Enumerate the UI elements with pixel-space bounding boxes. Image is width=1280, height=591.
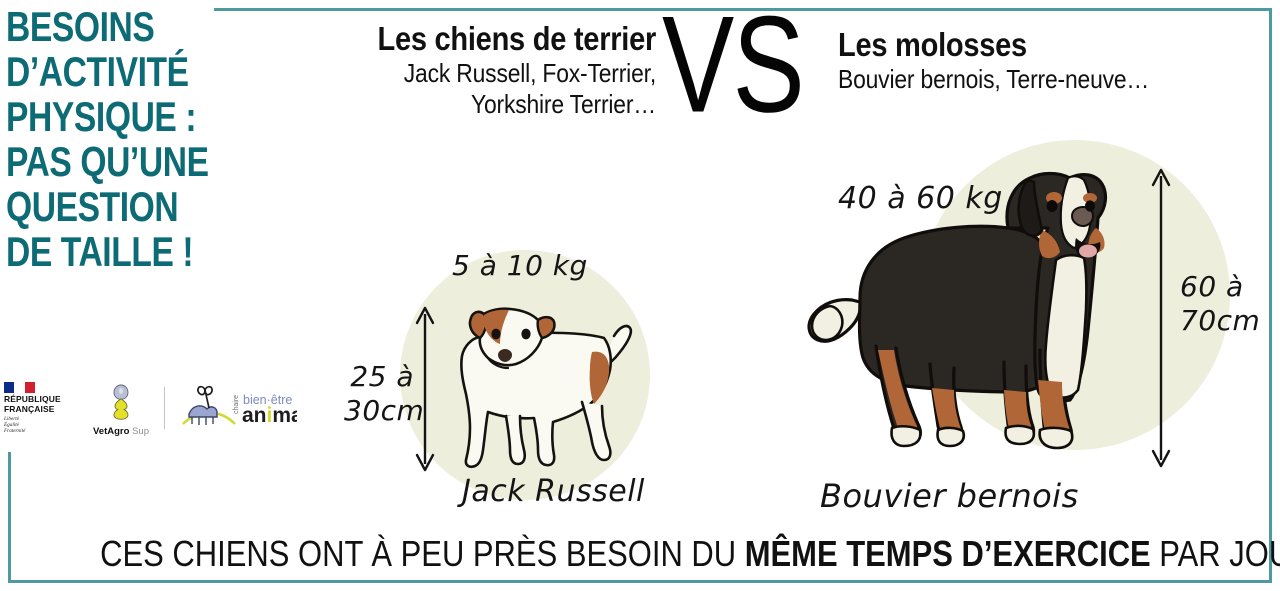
logo-divider bbox=[164, 387, 165, 429]
frame-border-left bbox=[8, 452, 11, 583]
height-label-jack-russell: 25 à 30cm bbox=[344, 360, 425, 428]
logo-vetagro-sup: VetAgro Sup bbox=[86, 384, 156, 437]
breed-name-bouvier-bernois: Bouvier bernois bbox=[820, 477, 1079, 515]
height-arrow-large bbox=[1151, 168, 1171, 468]
logo-bar: RÉPUBLIQUE FRANÇAISE Liberté Égalité Fra… bbox=[4, 378, 309, 438]
logo-bien-etre-word: bien·être bbox=[243, 393, 292, 407]
page-title-line-6: DE TAILLE ! bbox=[6, 228, 194, 275]
column-title-molosse: Les molosses bbox=[838, 26, 1027, 63]
height-label-jack-russell-line2: 30cm bbox=[344, 394, 425, 427]
height-label-bouvier-bernois: 60 à 70cm bbox=[1180, 270, 1270, 338]
logo-vetagro-wordmark: VetAgro Sup bbox=[86, 426, 156, 437]
logo-chaire-bien-etre-animal: chaire bien·être animal bbox=[179, 384, 309, 435]
vetagro-droplet-icon bbox=[113, 384, 129, 420]
logo-rf-name-line2: FRANÇAISE bbox=[4, 403, 55, 414]
page-title-line-1: BESOINS bbox=[6, 3, 155, 50]
logo-rf-motto-line2: Égalité bbox=[4, 422, 19, 428]
logo-chaire-word: chaire bbox=[233, 394, 240, 413]
illustration-jack-russell bbox=[460, 307, 633, 469]
footer-tagline-part3: PAR JOUR ! bbox=[1159, 533, 1280, 574]
frame-border-right bbox=[1269, 8, 1272, 583]
frame-border-bottom bbox=[8, 580, 1272, 583]
dog-eye-left bbox=[1046, 200, 1058, 212]
logo-vetagro-suffix: Sup bbox=[132, 425, 149, 437]
page-title: BESOINS D’ACTIVITÉ PHYSIQUE : PAS QU’UNE… bbox=[6, 4, 222, 274]
height-label-bouvier-bernois-line1: 60 à bbox=[1180, 270, 1244, 303]
column-title-terrier: Les chiens de terrier bbox=[377, 20, 656, 57]
column-subtitle-terrier-line1: Jack Russell, Fox-Terrier, bbox=[403, 58, 656, 88]
height-arrow-small bbox=[415, 306, 435, 472]
dog-tongue bbox=[1079, 244, 1097, 258]
french-flag-icon bbox=[4, 382, 35, 393]
height-label-bouvier-bernois-line2: 70cm bbox=[1180, 304, 1261, 337]
logo-rf-name-line1: RÉPUBLIQUE bbox=[4, 394, 61, 404]
column-header-terrier: Les chiens de terrier Jack Russell, Fox-… bbox=[256, 20, 656, 120]
chaire-animal-mark-icon: chaire bien·être animal bbox=[182, 385, 309, 427]
breed-name-jack-russell: Jack Russell bbox=[462, 474, 645, 509]
logo-rf-motto-line3: Fraternité bbox=[4, 428, 26, 434]
logo-vetagro-name: VetAgro bbox=[93, 425, 130, 437]
dog-eyebrow-right bbox=[1083, 193, 1097, 203]
height-label-jack-russell-line1: 25 à bbox=[350, 360, 414, 393]
column-subtitle-terrier-line2: Yorkshire Terrier… bbox=[470, 89, 656, 119]
logo-animal-word: animal bbox=[242, 404, 297, 427]
logo-republique-francaise: RÉPUBLIQUE FRANÇAISE Liberté Égalité Fra… bbox=[4, 382, 64, 434]
page-title-line-2: D’ACTIVITÉ bbox=[6, 48, 189, 95]
dog-eye-right bbox=[521, 328, 531, 340]
page-title-line-3: PHYSIQUE : bbox=[6, 93, 197, 140]
weight-label-jack-russell: 5 à 10 kg bbox=[452, 249, 588, 282]
footer-tagline-part1: CES CHIENS ONT À PEU PRÈS BESOIN DU bbox=[100, 533, 745, 574]
dog-eye-left bbox=[491, 328, 501, 340]
illustration-bouvier-bernois bbox=[807, 171, 1108, 450]
frame-border-top bbox=[214, 8, 1272, 11]
logo-rf-motto: Liberté Égalité Fraternité bbox=[4, 416, 64, 434]
page-title-line-5: QUESTION bbox=[6, 183, 179, 230]
footer-tagline-emphasis: MÊME TEMPS D’EXERCICE bbox=[744, 533, 1151, 574]
weight-label-bouvier-bernois: 40 à 60 kg bbox=[838, 181, 1003, 216]
logo-rf-motto-line1: Liberté bbox=[4, 416, 19, 422]
dog-nose bbox=[498, 349, 512, 362]
page-title-line-4: PAS QU’UNE bbox=[6, 138, 209, 185]
footer-tagline: CES CHIENS ONT À PEU PRÈS BESOIN DU MÊME… bbox=[0, 532, 1280, 576]
logo-rf-name: RÉPUBLIQUE FRANÇAISE bbox=[4, 394, 64, 414]
column-subtitle-molosse-line1: Bouvier bernois, Terre-neuve… bbox=[838, 64, 1150, 94]
footer-tagline-inner: CES CHIENS ONT À PEU PRÈS BESOIN DU MÊME… bbox=[100, 532, 1280, 576]
dog-nose bbox=[1070, 205, 1095, 228]
versus-label: VS bbox=[662, 0, 805, 141]
column-header-molosse: Les molosses Bouvier bernois, Terre-neuv… bbox=[838, 26, 1258, 95]
dog-eye-right bbox=[1085, 200, 1095, 212]
